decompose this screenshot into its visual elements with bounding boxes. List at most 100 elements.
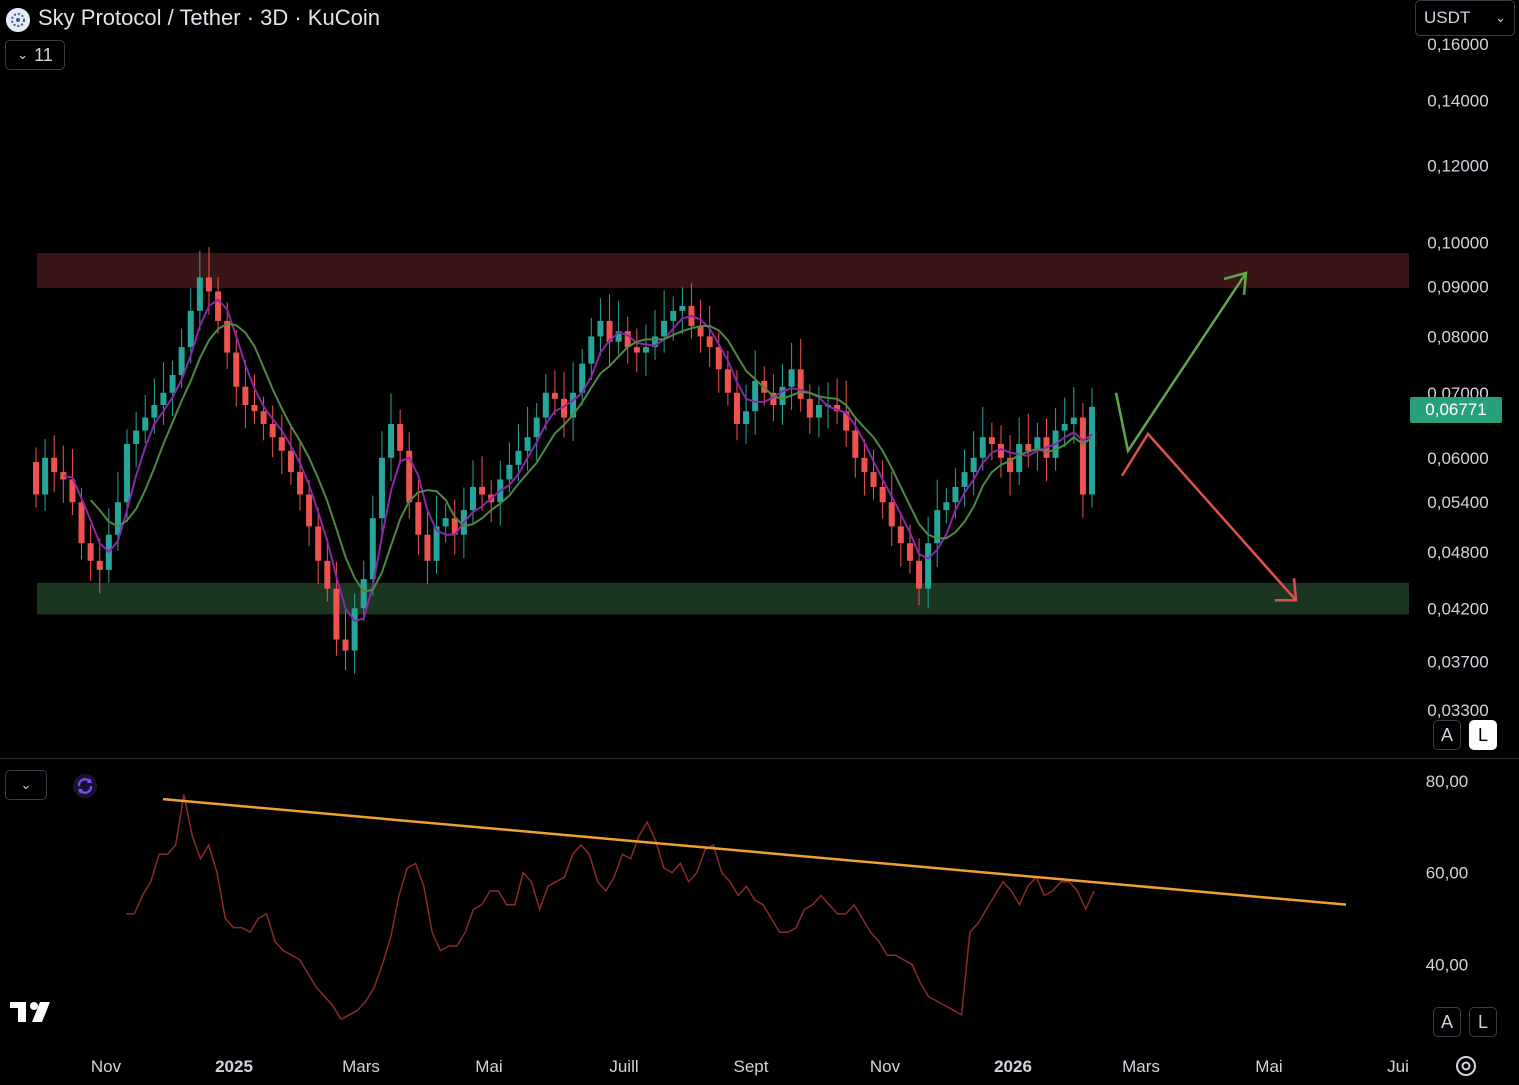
candle-body xyxy=(378,457,385,519)
candle-body xyxy=(752,380,759,412)
rsi-chart[interactable]: 80,00 60,00 40,00 xyxy=(0,759,1519,1049)
settings-gear-icon[interactable] xyxy=(1452,1052,1480,1080)
candle-body xyxy=(551,392,558,399)
log-scale-button[interactable]: L xyxy=(1469,720,1497,750)
rsi-axis-label: 80,00 xyxy=(1426,772,1469,791)
candle-body xyxy=(524,437,531,451)
candle-body xyxy=(51,457,58,473)
candle-body xyxy=(196,277,203,311)
candle-body xyxy=(287,450,294,473)
ma-fast-line xyxy=(63,298,1093,623)
candle-body xyxy=(661,320,668,337)
y-axis-label: 0,10000 xyxy=(1427,233,1488,252)
x-axis-label: Nov xyxy=(91,1057,122,1076)
chart-title: Sky Protocol / Tether · 3D · KuCoin xyxy=(38,5,380,30)
x-axis-label: Mars xyxy=(1122,1057,1160,1076)
bullish-arrow xyxy=(1114,272,1248,455)
candle-body xyxy=(96,560,103,570)
candle-body xyxy=(652,336,659,348)
candle-body xyxy=(806,398,813,418)
candle-body xyxy=(997,443,1004,458)
tradingview-logo-icon[interactable] xyxy=(10,998,60,1026)
candle-body xyxy=(178,347,185,376)
candle-body xyxy=(333,588,340,640)
rsi-axis-label: 40,00 xyxy=(1426,955,1469,974)
candle-body xyxy=(1061,424,1068,431)
candle-body xyxy=(297,472,303,495)
candle-body xyxy=(224,320,231,353)
candle-body xyxy=(561,398,567,418)
pane-collapse-button[interactable]: ⌄ xyxy=(5,770,47,800)
candle-body xyxy=(415,502,422,535)
support-zone xyxy=(37,582,1409,615)
y-axis-label: 0,04800 xyxy=(1427,543,1488,562)
currency-select[interactable]: USDT ⌄ xyxy=(1415,0,1515,36)
candle-body xyxy=(733,392,740,425)
chevron-down-icon: ⌄ xyxy=(1495,10,1506,25)
x-axis-label: Nov xyxy=(870,1057,901,1076)
candle-body xyxy=(597,320,604,337)
candle-body xyxy=(815,404,822,418)
x-axis-label: Mars xyxy=(342,1057,380,1076)
y-axis-label: 0,04200 xyxy=(1427,599,1488,618)
y-axis-label: 0,08000 xyxy=(1427,327,1488,346)
bearish-arrow-head xyxy=(1275,578,1298,602)
candle-body xyxy=(970,457,977,473)
candle-body xyxy=(424,534,431,561)
x-axis-label: Mai xyxy=(475,1057,502,1076)
x-axis-label: 2026 xyxy=(994,1057,1032,1076)
candle-body xyxy=(1089,406,1095,495)
candle-body xyxy=(679,305,686,311)
x-axis-label: 2025 xyxy=(215,1057,253,1076)
candle-body xyxy=(770,392,777,405)
log-scale-button-sub[interactable]: L xyxy=(1469,1007,1497,1037)
auto-scale-button[interactable]: A xyxy=(1433,720,1461,750)
last-price-label: 0,06771 xyxy=(1410,397,1502,423)
bearish-arrow xyxy=(1120,431,1297,602)
candle-body xyxy=(797,369,804,399)
symbol-logo-icon[interactable] xyxy=(6,8,30,32)
candle-body xyxy=(715,347,722,370)
candle-body xyxy=(588,336,595,364)
price-chart[interactable]: 0,16000 0,14000 0,12000 0,10000 0,09000 0,080… xyxy=(0,0,1519,758)
candle-body xyxy=(916,560,923,589)
candle-body xyxy=(78,502,85,544)
candle-body xyxy=(1034,437,1041,451)
candle-body xyxy=(306,494,313,527)
candle-body xyxy=(697,326,704,337)
candle-body xyxy=(451,518,458,535)
candle-body xyxy=(169,375,176,393)
candle-body xyxy=(442,518,449,527)
candle-body xyxy=(69,479,76,503)
candle-body xyxy=(888,502,895,527)
candle-body xyxy=(615,331,622,342)
indicator-refresh-icon[interactable] xyxy=(72,773,98,799)
x-axis-label: Juill xyxy=(609,1057,638,1076)
candle-body xyxy=(269,424,276,438)
candle-body xyxy=(943,502,950,511)
candle-body xyxy=(187,310,194,348)
candle-body xyxy=(906,543,913,561)
candle-body xyxy=(879,486,886,503)
candle-body xyxy=(633,347,640,353)
auto-scale-button-sub[interactable]: A xyxy=(1433,1007,1461,1037)
resistance-zone xyxy=(37,252,1409,289)
indicators-toggle-button[interactable]: ⌄ 11 xyxy=(5,40,65,70)
x-axis-label: Mai xyxy=(1255,1057,1282,1076)
candle-body xyxy=(1025,443,1032,451)
candle-body xyxy=(724,369,731,393)
candle-body xyxy=(205,277,212,292)
candle-body xyxy=(579,363,586,393)
candle-body xyxy=(160,392,167,405)
candle-body xyxy=(515,450,522,465)
time-axis[interactable]: Nov 2025 Mars Mai Juill Sept Nov 2026 Mars Mai Jui xyxy=(0,1050,1519,1080)
candle-body xyxy=(542,392,549,418)
candle-body xyxy=(861,457,868,473)
candle-body xyxy=(342,639,349,651)
y-axis-label: 0,14000 xyxy=(1427,91,1488,110)
pane-separator[interactable] xyxy=(0,758,1519,759)
candle-body xyxy=(388,424,395,458)
candle-body xyxy=(925,543,932,589)
candle-body xyxy=(843,411,850,431)
candle-body xyxy=(624,331,631,348)
